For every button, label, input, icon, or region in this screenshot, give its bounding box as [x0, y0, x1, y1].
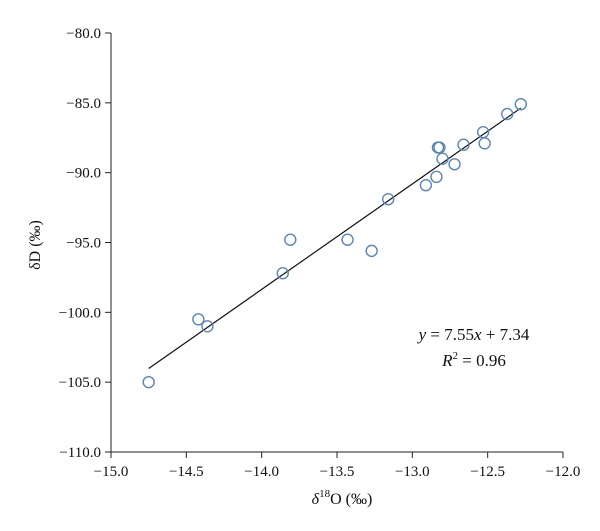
- x-tick-label: −13.0: [395, 464, 430, 480]
- y-tick-label: −85.0: [66, 96, 101, 112]
- regression-equation: y = 7.55x + 7.34: [417, 325, 530, 344]
- y-tick-label: −105.0: [59, 375, 101, 391]
- r-squared: R2 = 0.96: [441, 350, 506, 370]
- y-ticks: −80.0 −85.0 −90.0 −95.0 −100.0 −105.0 −110.0: [59, 26, 111, 461]
- x-axis-title-sup: 18: [319, 488, 331, 500]
- data-point: [382, 193, 395, 206]
- data-point: [201, 320, 214, 333]
- data-point: [192, 313, 205, 326]
- axes: [110, 33, 563, 453]
- y-tick-label: −110.0: [59, 445, 101, 461]
- x-tick-label: −14.5: [169, 464, 204, 480]
- x-axis-title-rest: O (‰): [330, 491, 372, 508]
- equation-y: y: [417, 325, 427, 344]
- x-tick-label: −13.5: [320, 464, 355, 480]
- trendline-layer: [148, 107, 522, 370]
- data-point: [501, 107, 514, 121]
- equation-slope: = 7.55: [426, 325, 474, 344]
- data-point: [478, 137, 491, 150]
- data-point: [419, 179, 433, 192]
- r2-sup: 2: [453, 350, 459, 362]
- points-layer: [142, 98, 528, 389]
- x-tick-label: −12.0: [546, 464, 581, 480]
- y-tick-label: −80.0: [66, 26, 101, 42]
- data-point: [433, 141, 446, 154]
- x-axis-title: δ18O (‰): [312, 488, 373, 508]
- data-point: [284, 233, 297, 246]
- y-tick-label: −90.0: [66, 166, 101, 182]
- x-axis-title-base: δ: [312, 491, 320, 508]
- data-point: [142, 375, 155, 389]
- x-ticks: −15.0 −14.5 −14.0 −13.5 −13.0 −12.5 −12.0: [94, 452, 581, 480]
- equation-intercept: + 7.34: [482, 325, 530, 344]
- data-point: [365, 244, 378, 258]
- y-axis-title: δD (‰): [27, 220, 44, 270]
- y-tick-label: −95.0: [66, 236, 101, 252]
- y-tick-label: −100.0: [59, 305, 101, 321]
- data-point: [430, 170, 443, 184]
- data-point: [457, 138, 470, 151]
- equation-x: x: [473, 325, 482, 344]
- trendline: [148, 107, 522, 370]
- data-point: [276, 267, 289, 280]
- data-point: [448, 158, 461, 171]
- x-tick-label: −12.5: [470, 464, 505, 480]
- data-point: [514, 98, 528, 111]
- r2-r: R: [441, 351, 453, 370]
- data-point: [341, 233, 354, 246]
- r2-value: = 0.96: [458, 351, 506, 370]
- x-tick-label: −15.0: [94, 464, 129, 480]
- x-tick-label: −14.0: [244, 464, 279, 480]
- data-point: [436, 152, 449, 165]
